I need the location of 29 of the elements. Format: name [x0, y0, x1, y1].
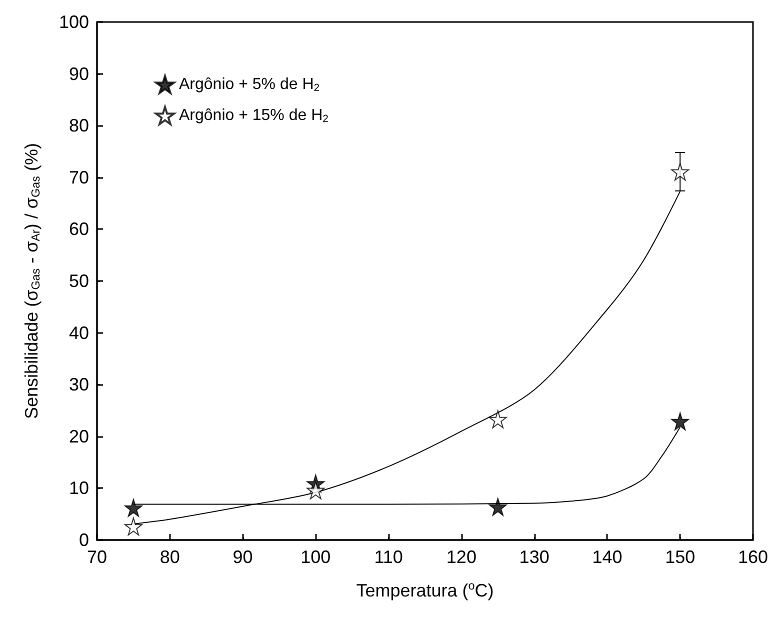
y-tick-label: 40: [68, 322, 89, 343]
point: [488, 498, 507, 516]
y-tick-label: 60: [68, 219, 89, 240]
y-axis-title: Sensibilidade (σGas - σAr) / σGas (%): [22, 143, 42, 419]
y-tick-label: 50: [68, 271, 89, 291]
y-tick-label: 90: [68, 64, 89, 84]
x-tick-label: 160: [738, 547, 768, 567]
point: [671, 412, 690, 430]
y-tick-label: 10: [68, 478, 89, 498]
point: [124, 518, 142, 536]
y-tick-label: 30: [68, 374, 89, 395]
y-tick-label: 80: [68, 116, 89, 136]
point: [671, 162, 690, 181]
x-tick-label: 110: [374, 547, 403, 567]
x-tick-label: 120: [446, 547, 476, 567]
x-tick-label: 100: [300, 547, 331, 567]
x-tick-label: 150: [665, 547, 696, 567]
x-tick-label: 80: [160, 547, 180, 567]
y-tick-label: 70: [68, 167, 89, 188]
y-tick-label: 20: [68, 426, 89, 446]
x-tick-label: 90: [232, 547, 253, 567]
y-tick-label: 0: [78, 530, 89, 550]
y-tick-label: 100: [58, 12, 89, 32]
x-tick-label: 130: [519, 547, 550, 567]
point: [124, 498, 142, 517]
x-tick-label: 140: [592, 547, 622, 567]
point: [306, 481, 325, 500]
point: [488, 410, 507, 428]
x-tick-label: 70: [86, 547, 108, 567]
